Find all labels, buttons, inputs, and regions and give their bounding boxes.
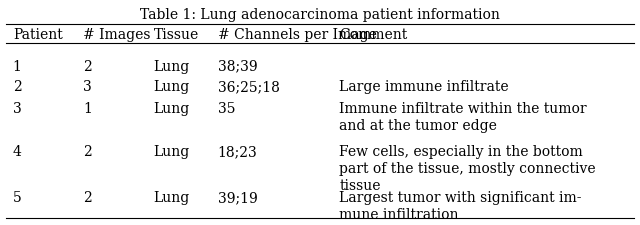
Text: Large immune infiltrate: Large immune infiltrate [339, 80, 509, 94]
Text: 5: 5 [13, 191, 22, 205]
Text: 39;19: 39;19 [218, 191, 257, 205]
Text: Comment: Comment [339, 28, 408, 42]
Text: 1: 1 [13, 60, 22, 74]
Text: 2: 2 [83, 145, 92, 159]
Text: 2: 2 [83, 191, 92, 205]
Text: Lung: Lung [154, 80, 190, 94]
Text: 18;23: 18;23 [218, 145, 257, 159]
Text: 38;39: 38;39 [218, 60, 257, 74]
Text: tissue: tissue [339, 179, 381, 193]
Text: 2: 2 [83, 60, 92, 74]
Text: part of the tissue, mostly connective: part of the tissue, mostly connective [339, 162, 596, 176]
Text: Lung: Lung [154, 191, 190, 205]
Text: Few cells, especially in the bottom: Few cells, especially in the bottom [339, 145, 583, 159]
Text: Lung: Lung [154, 145, 190, 159]
Text: 1: 1 [83, 102, 92, 116]
Text: Tissue: Tissue [154, 28, 199, 42]
Text: Largest tumor with significant im-: Largest tumor with significant im- [339, 191, 582, 205]
Text: 3: 3 [83, 80, 92, 94]
Text: Patient: Patient [13, 28, 63, 42]
Text: Lung: Lung [154, 102, 190, 116]
Text: 36;25;18: 36;25;18 [218, 80, 280, 94]
Text: and at the tumor edge: and at the tumor edge [339, 119, 497, 133]
Text: Table 1: Lung adenocarcinoma patient information: Table 1: Lung adenocarcinoma patient inf… [140, 8, 500, 22]
Text: Lung: Lung [154, 60, 190, 74]
Text: 35: 35 [218, 102, 235, 116]
Text: mune infiltration: mune infiltration [339, 208, 459, 222]
Text: 3: 3 [13, 102, 22, 116]
Text: Immune infiltrate within the tumor: Immune infiltrate within the tumor [339, 102, 587, 116]
Text: 2: 2 [13, 80, 22, 94]
Text: 4: 4 [13, 145, 22, 159]
Text: # Channels per Image: # Channels per Image [218, 28, 376, 42]
Text: # Images: # Images [83, 28, 150, 42]
